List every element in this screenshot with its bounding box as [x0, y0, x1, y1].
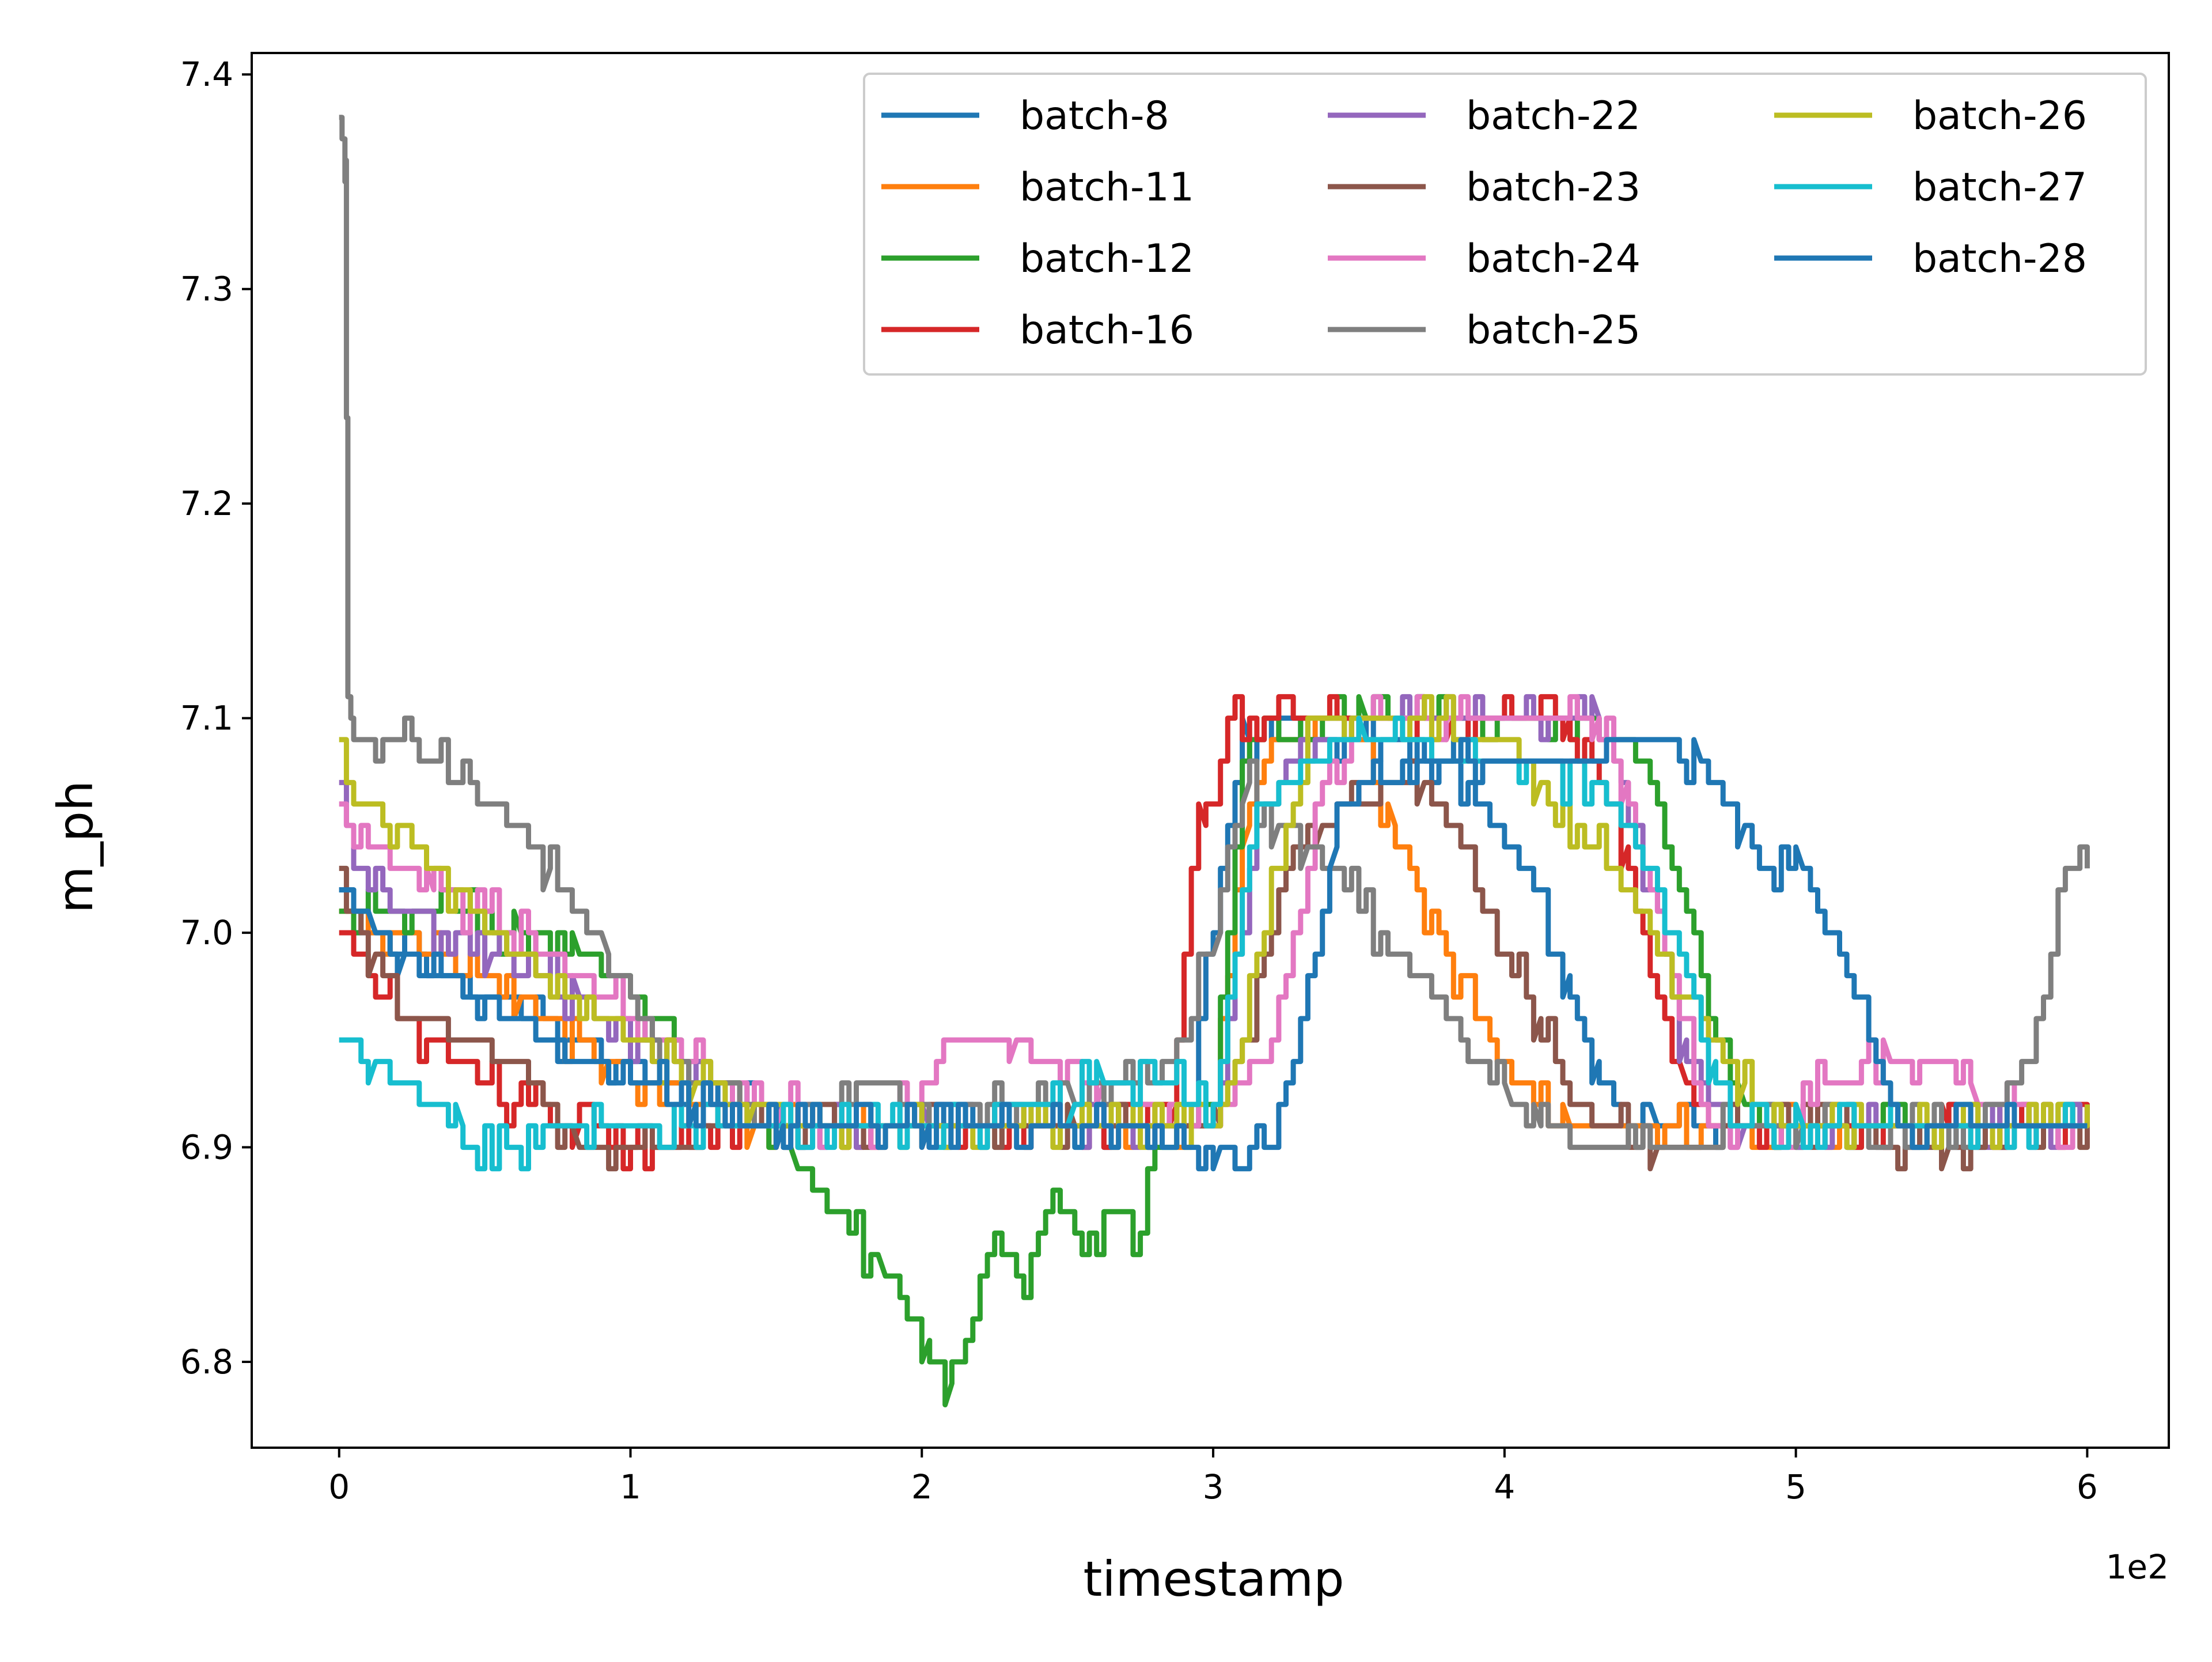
- series-line-batch-25: [339, 115, 2090, 1150]
- y-tick-label: 7.4: [180, 55, 233, 94]
- legend-label: batch-27: [1912, 165, 2087, 210]
- x-axis-offset-label: 1e2: [2106, 1547, 2169, 1587]
- legend-box: [863, 73, 2147, 376]
- series-line-batch-27: [339, 715, 2088, 1172]
- y-axis-title: m_ph: [47, 781, 104, 913]
- y-tick-label: 7.2: [180, 484, 233, 523]
- legend-label: batch-24: [1466, 236, 1641, 282]
- plot-frame: [251, 52, 2170, 1449]
- y-tick-label: 7.1: [180, 699, 233, 738]
- legend-label: batch-12: [1020, 236, 1194, 282]
- legend-label: batch-25: [1466, 308, 1641, 353]
- series-line-batch-28: [339, 737, 2088, 1172]
- legend-label: batch-26: [1912, 93, 2087, 139]
- legend-label: batch-22: [1466, 93, 1641, 139]
- y-tick-label: 7.3: [180, 270, 233, 309]
- x-tick-label: 1: [620, 1467, 641, 1506]
- axes: 0 1 2 3 4 5 6 6.8 6.9 7.0 7.1 7.2 7.3 7.4: [180, 52, 2170, 1506]
- y-tick-label: 7.0: [180, 913, 233, 952]
- x-tick-label: 3: [1203, 1467, 1224, 1506]
- x-tick-label: 4: [1494, 1467, 1515, 1506]
- series-lines: [339, 115, 2090, 1407]
- legend-label: batch-8: [1020, 93, 1169, 139]
- x-tick-label: 0: [328, 1467, 350, 1506]
- x-tick-label: 6: [2077, 1467, 2098, 1506]
- legend-label: batch-23: [1466, 165, 1641, 210]
- y-tick-label: 6.8: [180, 1342, 233, 1381]
- x-axis-title: timestamp: [1083, 1551, 1344, 1607]
- legend-label: batch-28: [1912, 236, 2087, 282]
- x-tick-label: 5: [1785, 1467, 1806, 1506]
- legend-label: batch-16: [1020, 308, 1194, 353]
- legend: batch-8 batch-11 batch-12 batch-16 batch-22 b…: [863, 73, 2147, 376]
- y-tick-label: 6.9: [180, 1128, 233, 1167]
- legend-label: batch-11: [1020, 165, 1194, 210]
- x-tick-label: 2: [911, 1467, 933, 1506]
